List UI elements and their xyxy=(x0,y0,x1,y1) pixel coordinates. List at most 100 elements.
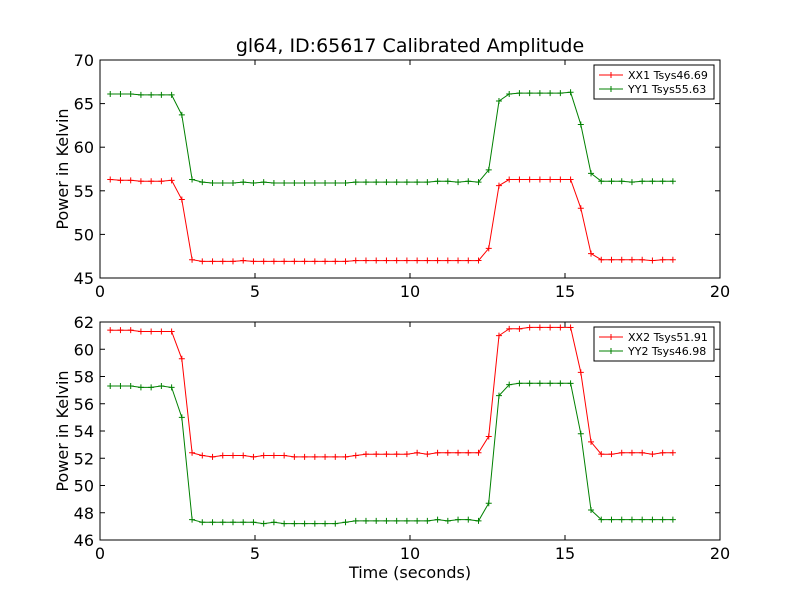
data-point xyxy=(536,324,543,331)
y-tick-label: 52 xyxy=(74,449,94,468)
x-tick-label: 5 xyxy=(250,282,260,301)
data-point xyxy=(352,179,359,186)
data-point xyxy=(209,258,216,265)
data-point xyxy=(557,90,564,97)
data-point xyxy=(577,121,584,128)
legend-label: XX2 Tsys51.91 xyxy=(628,331,708,344)
data-point xyxy=(495,97,502,104)
data-point xyxy=(322,520,329,527)
data-point xyxy=(362,257,369,264)
data-point xyxy=(414,179,421,186)
data-point xyxy=(178,111,185,118)
data-point xyxy=(229,179,236,186)
y-tick-label: 54 xyxy=(74,422,94,441)
data-point xyxy=(628,256,635,263)
data-point xyxy=(598,256,605,263)
data-point xyxy=(168,91,175,98)
data-point xyxy=(434,178,441,185)
legend-marker xyxy=(608,334,614,340)
data-point xyxy=(588,438,595,445)
data-point xyxy=(250,519,257,526)
data-point xyxy=(178,355,185,362)
data-point xyxy=(608,178,615,185)
data-point xyxy=(281,520,288,527)
data-point xyxy=(168,384,175,391)
data-point xyxy=(424,451,431,458)
data-point xyxy=(281,258,288,265)
data-point xyxy=(127,383,134,390)
data-point xyxy=(332,258,339,265)
data-point xyxy=(485,433,492,440)
series-1 xyxy=(107,176,676,265)
data-point xyxy=(117,327,124,334)
data-point xyxy=(107,91,114,98)
data-point xyxy=(117,177,124,184)
data-point xyxy=(270,258,277,265)
data-point xyxy=(475,517,482,524)
data-point xyxy=(219,519,226,526)
data-point xyxy=(618,449,625,456)
data-point xyxy=(332,179,339,186)
x-tick-label: 15 xyxy=(555,282,575,301)
data-point xyxy=(342,453,349,460)
data-point xyxy=(577,369,584,376)
data-point xyxy=(536,176,543,183)
y-tick-label: 45 xyxy=(74,269,94,288)
data-point xyxy=(117,383,124,390)
data-point xyxy=(229,519,236,526)
y-tick-label: 60 xyxy=(74,138,94,157)
data-point xyxy=(240,519,247,526)
data-point xyxy=(639,178,646,185)
data-point xyxy=(588,250,595,257)
data-point xyxy=(536,380,543,387)
series-2 xyxy=(107,89,676,186)
series-2 xyxy=(107,380,676,527)
data-point xyxy=(495,392,502,399)
data-point xyxy=(434,449,441,456)
data-point xyxy=(403,179,410,186)
data-point xyxy=(209,453,216,460)
data-point xyxy=(403,451,410,458)
legend-label: XX1 Tsys46.69 xyxy=(628,69,708,82)
data-point xyxy=(311,453,318,460)
data-point xyxy=(393,179,400,186)
data-point xyxy=(383,179,390,186)
data-point xyxy=(332,520,339,527)
data-point xyxy=(342,519,349,526)
data-point xyxy=(158,178,165,185)
data-point xyxy=(199,452,206,459)
data-point xyxy=(598,178,605,185)
data-point xyxy=(403,257,410,264)
data-point xyxy=(506,91,513,98)
x-tick-label: 5 xyxy=(250,544,260,563)
data-point xyxy=(557,324,564,331)
data-point xyxy=(659,256,666,263)
data-point xyxy=(639,256,646,263)
y-tick-label: 46 xyxy=(74,531,94,550)
data-point xyxy=(362,517,369,524)
data-point xyxy=(659,449,666,456)
y-axis-label: Power in Kelvin xyxy=(53,108,72,229)
data-point xyxy=(322,453,329,460)
data-point xyxy=(465,257,472,264)
x-tick-label: 20 xyxy=(710,282,730,301)
data-point xyxy=(567,380,574,387)
data-point xyxy=(547,380,554,387)
data-point xyxy=(526,176,533,183)
y-tick-label: 56 xyxy=(74,395,94,414)
data-point xyxy=(301,520,308,527)
data-point xyxy=(506,325,513,332)
data-point xyxy=(281,452,288,459)
data-point xyxy=(178,196,185,203)
chart-title: gl64, ID:65617 Calibrated Amplitude xyxy=(236,35,584,57)
data-point xyxy=(547,324,554,331)
data-point xyxy=(444,517,451,524)
data-point xyxy=(189,256,196,263)
data-point xyxy=(557,380,564,387)
data-point xyxy=(342,258,349,265)
x-axis-label: Time (seconds) xyxy=(348,563,471,582)
data-point xyxy=(495,332,502,339)
x-tick-label: 10 xyxy=(400,282,420,301)
data-point xyxy=(301,179,308,186)
